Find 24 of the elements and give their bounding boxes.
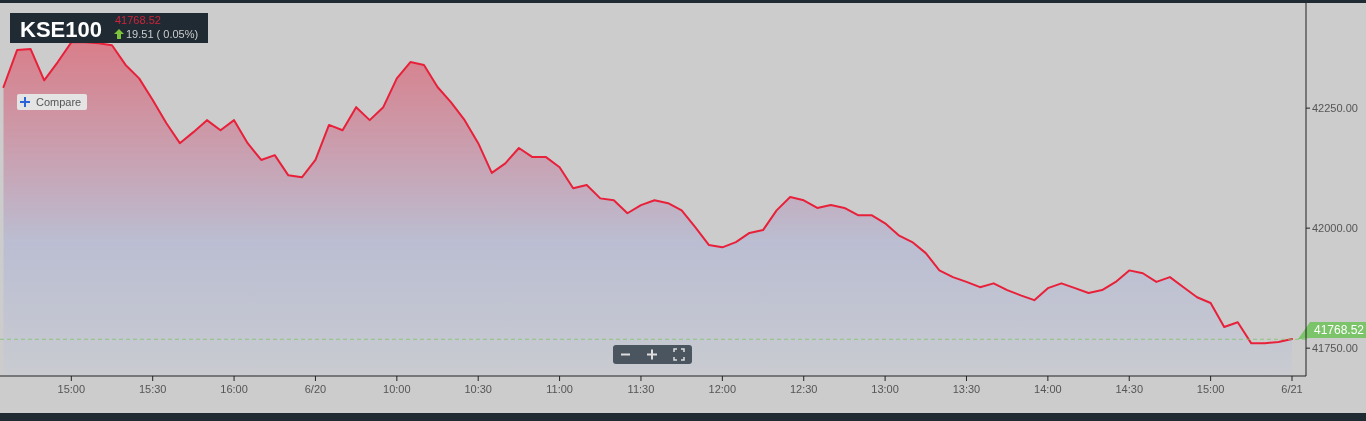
x-tick-label: 13:30 — [952, 383, 981, 395]
annotation: 41768.52 — [115, 14, 161, 26]
x-tick-label: 6/21 — [1281, 383, 1303, 395]
x-tick-label: 16:00 — [220, 383, 248, 395]
x-tick-label: 10:00 — [383, 383, 411, 395]
x-tick-label: 11:30 — [627, 383, 655, 395]
x-tick-label: 14:00 — [1034, 383, 1062, 395]
x-tick-label: 15:30 — [138, 383, 167, 395]
ref-line-label: 41768.52 — [1313, 323, 1365, 337]
y-tick-label: 41750.00 — [1312, 342, 1358, 355]
x-tick-label: 15:00 — [1196, 383, 1225, 395]
annotation: Compare — [36, 96, 82, 108]
x-tick-label: 13:00 — [871, 383, 899, 395]
annotation: 19.51 ( 0.05%) — [126, 28, 199, 40]
x-tick-label: 12:00 — [708, 383, 737, 395]
y-tick-label: 42250.00 — [1312, 102, 1358, 115]
x-tick-label: 6/20 — [304, 383, 327, 395]
x-tick-label: 12:30 — [789, 383, 818, 395]
x-tick-label: 11:00 — [546, 383, 573, 395]
text: KSE100 — [20, 17, 102, 42]
x-tick-label: 10:30 — [464, 383, 492, 395]
x-tick-label: 15:00 — [57, 383, 86, 395]
x-tick-label: 14:30 — [1115, 383, 1144, 395]
y-tick-label: 42000.00 — [1312, 222, 1358, 235]
